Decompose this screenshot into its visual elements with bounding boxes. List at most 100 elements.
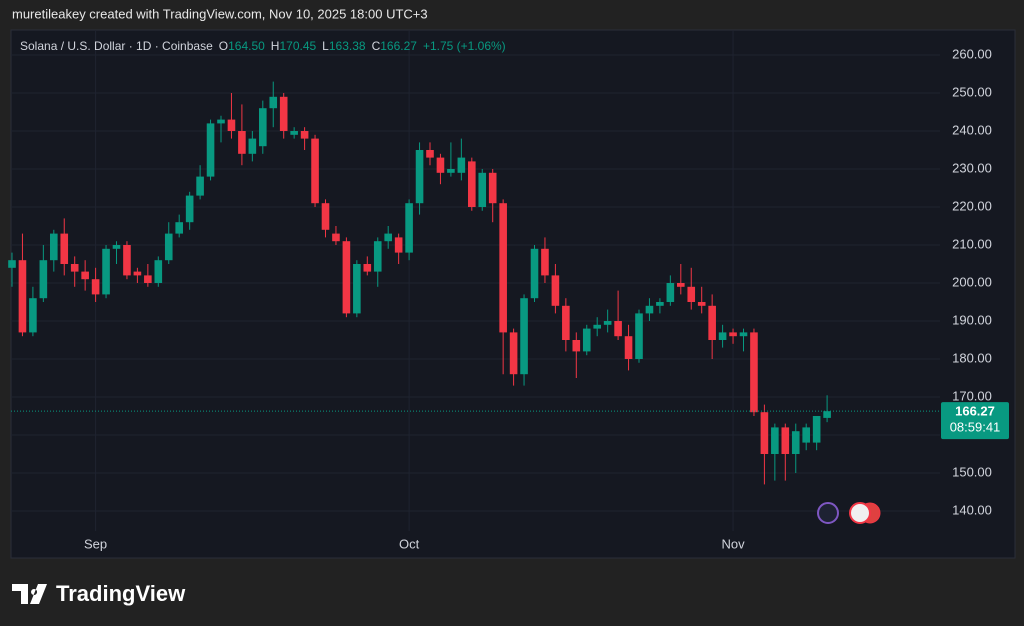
candle-body	[562, 305, 570, 340]
candle-body	[488, 172, 497, 204]
candle-body	[394, 237, 403, 253]
candle-body	[447, 169, 455, 173]
price-tag-countdown: 08:59:41	[950, 420, 1001, 435]
candle-body	[18, 260, 27, 333]
chart-panel	[10, 29, 1016, 559]
candle-body	[791, 431, 800, 454]
candle-body	[81, 271, 89, 280]
candle-body	[185, 195, 194, 223]
legend-value: 163.38	[329, 39, 366, 53]
candle-body	[217, 119, 225, 124]
candle-body	[164, 233, 173, 261]
candle-body	[551, 275, 560, 306]
candle-body	[39, 260, 48, 299]
candle-body	[750, 332, 758, 413]
y-tick-label: 140.00	[952, 502, 992, 517]
candle-body	[206, 123, 215, 177]
candle-body	[342, 241, 351, 314]
candle-body	[123, 245, 131, 276]
legend-value: 166.27	[380, 39, 417, 53]
candle-body	[697, 302, 706, 306]
price-tag-value: 166.27	[955, 404, 995, 419]
y-tick-label: 200.00	[952, 274, 992, 289]
candle-body	[603, 321, 612, 325]
candle-body	[771, 427, 779, 454]
candle-body	[29, 298, 37, 333]
candle-body	[687, 286, 696, 302]
candle-body	[530, 248, 539, 299]
legend-symbol: Solana / U.S. Dollar · 1D · Coinbase	[20, 39, 213, 53]
legend: Solana / U.S. Dollar · 1D · Coinbase O164…	[20, 39, 506, 53]
candle-body	[144, 275, 152, 283]
candle-body	[175, 222, 183, 234]
candle-body	[478, 172, 487, 207]
candle-body	[520, 298, 528, 375]
candle-body	[269, 96, 278, 109]
candle-body	[499, 203, 507, 333]
candle-body	[8, 260, 16, 268]
candle-body	[133, 271, 142, 276]
candle-body	[60, 233, 69, 264]
candle-body	[415, 150, 424, 204]
candle-body	[635, 313, 643, 359]
candle-body	[300, 131, 309, 139]
candle-body	[656, 302, 664, 306]
candle-body	[279, 96, 288, 131]
candle-body	[154, 260, 163, 283]
logo-mark	[12, 584, 47, 604]
candle-body	[426, 150, 434, 158]
y-tick-label: 190.00	[952, 312, 992, 327]
candle-body	[468, 161, 476, 207]
candle-body	[739, 332, 748, 337]
candle-body	[624, 336, 633, 359]
candle-body	[436, 157, 445, 173]
candle-body	[593, 324, 601, 329]
candle-body	[50, 233, 58, 261]
candle-body	[227, 119, 236, 131]
y-tick-label: 260.00	[952, 46, 992, 61]
candle-body	[729, 332, 737, 337]
candle-body	[112, 245, 121, 249]
candle-body	[823, 411, 831, 418]
candle-body	[70, 264, 79, 272]
candle-body	[332, 233, 340, 242]
legend-value: 164.50	[228, 39, 265, 53]
credit: muretileakey created with TradingView.co…	[12, 6, 428, 21]
y-tick-label: 240.00	[952, 122, 992, 137]
y-tick-label: 170.00	[952, 388, 992, 403]
candle-body	[363, 264, 372, 272]
candle-body	[614, 321, 622, 337]
legend-key: O	[219, 39, 228, 53]
candle-body	[102, 248, 110, 295]
candle-body	[353, 264, 361, 314]
y-tick-label: 250.00	[952, 84, 992, 99]
candle-body	[196, 176, 204, 196]
candle-body	[760, 412, 769, 454]
icon	[849, 502, 871, 524]
y-tick-label: 150.00	[952, 464, 992, 479]
candle-body	[708, 305, 716, 340]
y-tick-label: 180.00	[952, 350, 992, 365]
candle-body	[259, 108, 267, 147]
candle-body	[812, 416, 821, 443]
candle-body	[405, 203, 413, 253]
candle-body	[311, 138, 319, 204]
logo: TradingView	[12, 581, 186, 606]
candle-body	[666, 283, 675, 302]
candle-body	[572, 340, 581, 352]
candle-body	[384, 233, 392, 242]
y-tick-label: 220.00	[952, 198, 992, 213]
brand: TradingView	[56, 581, 186, 606]
legend-key: H	[271, 39, 280, 53]
legend-key: C	[372, 39, 381, 53]
candle-body	[373, 241, 382, 272]
icon	[817, 502, 839, 524]
candle-body	[238, 131, 246, 154]
candle-body	[582, 328, 591, 352]
candle-body	[677, 283, 685, 287]
legend-value: 170.45	[279, 39, 316, 53]
x-tick-label: Sep	[84, 536, 107, 551]
candle-body	[457, 157, 466, 173]
